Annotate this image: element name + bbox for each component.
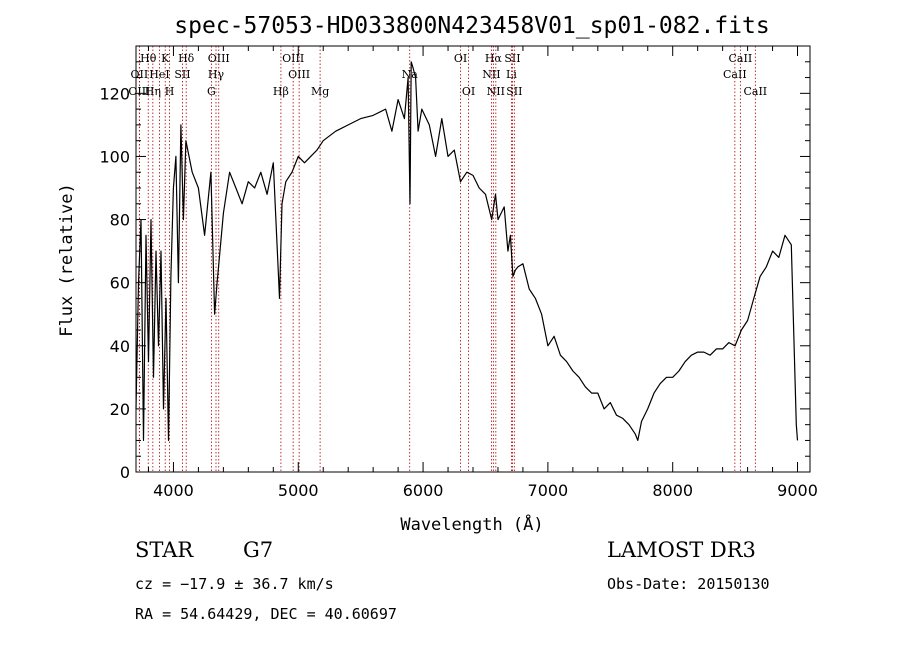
- axis-ticks: 4000 5000 6000 7000 8000 9000 0 20 40 60 80 100 120: [99, 46, 818, 500]
- spectral-line-label: OIII: [208, 52, 230, 65]
- y-tick-label: 100: [99, 147, 130, 166]
- spectral-line-label: H: [165, 85, 175, 98]
- spectral-line-label: OIII: [128, 85, 150, 98]
- spectrum-line: [135, 61, 799, 441]
- x-axis-label: Wavelength (Å): [400, 513, 543, 535]
- y-tick-label: 120: [99, 84, 130, 103]
- spectral-line-label: Hδ: [178, 52, 195, 65]
- spectral-line-label: SII: [506, 85, 522, 98]
- coordinates: RA = 54.64429, DEC = 40.60697: [135, 605, 397, 623]
- spectral-line-label: OI: [462, 85, 475, 98]
- spectral-line-label: Hα: [485, 52, 503, 65]
- spectral-line-label: HeI: [149, 68, 169, 81]
- spectral-line-label: Hγ: [208, 68, 225, 81]
- survey-name: LAMOST DR3: [607, 538, 756, 562]
- spectrum-series: [135, 61, 799, 441]
- x-tick-label: 5000: [278, 481, 319, 500]
- y-axis-label: Flux (relative): [57, 183, 77, 337]
- x-tick-label: 9000: [777, 481, 818, 500]
- spectral-line-label: K: [161, 52, 170, 65]
- x-tick-label: 7000: [528, 481, 569, 500]
- x-tick-label: 8000: [652, 481, 693, 500]
- plot-frame: [135, 45, 811, 473]
- y-tick-label: 0: [120, 463, 130, 482]
- spectral-line-label: SII: [174, 68, 190, 81]
- spectral-line-label: G: [207, 85, 216, 98]
- spectral-line-label: CaII: [743, 85, 767, 98]
- spectral-line-label: CaII: [723, 68, 747, 81]
- spectral-line-label: Hθ: [140, 52, 157, 65]
- observation-date: Obs-Date: 20150130: [607, 575, 770, 593]
- spectral-line-label: NII: [482, 68, 500, 81]
- x-tick-label: 4000: [153, 481, 194, 500]
- spectral-line-label: OI: [454, 52, 467, 65]
- object-class: STAR: [135, 538, 194, 562]
- spectral-line-label: OIII: [282, 52, 304, 65]
- spectral-line-label: Hη: [145, 85, 161, 98]
- spectral-line-label: Hβ: [273, 85, 289, 98]
- y-tick-label: 80: [110, 211, 130, 230]
- y-tick-label: 40: [110, 337, 130, 356]
- object-subclass: G7: [243, 538, 274, 562]
- chart-title: spec-57053-HD033800N423458V01_sp01-082.f…: [174, 13, 769, 39]
- spectral-line-label: OIII: [288, 68, 310, 81]
- redshift-cz: cz = −17.9 ± 36.7 km/s: [135, 575, 334, 593]
- y-tick-label: 60: [110, 274, 130, 293]
- spectral-line-label: SII: [504, 52, 520, 65]
- spectral-line-label: CaII: [729, 52, 753, 65]
- spectral-line-label: Li: [506, 68, 517, 81]
- x-tick-label: 6000: [403, 481, 444, 500]
- spectral-line-label: Mg: [311, 85, 329, 98]
- spectral-line-label: NII: [487, 85, 505, 98]
- y-tick-label: 20: [110, 400, 130, 419]
